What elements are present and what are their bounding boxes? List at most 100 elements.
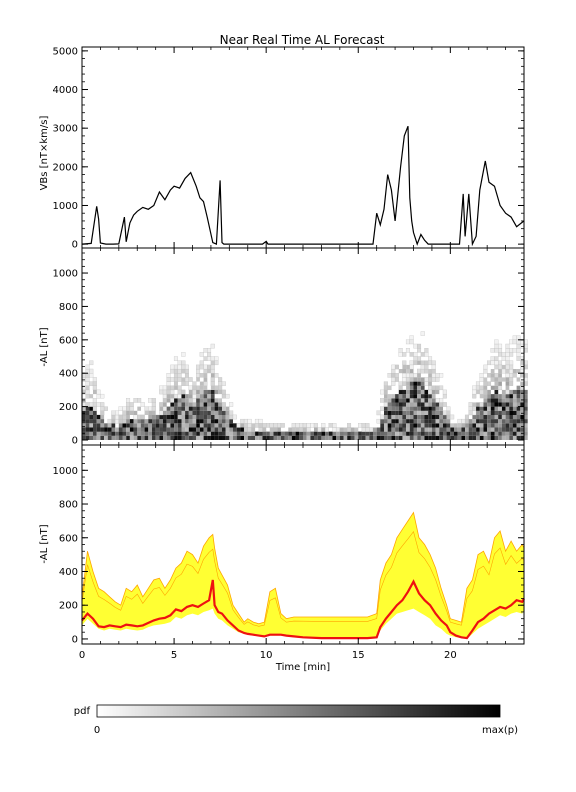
pdf-cell <box>89 423 94 428</box>
pdf-cell <box>159 402 164 407</box>
pdf-cell <box>280 435 285 440</box>
pdf-cell <box>516 431 521 436</box>
pdf-cell <box>424 377 429 382</box>
pdf-cell <box>207 406 211 411</box>
pdf-cell <box>465 435 469 440</box>
pdf-cell <box>210 368 215 374</box>
pdf-cell <box>207 410 211 415</box>
pdf-cell <box>203 414 208 420</box>
pdf-cell <box>295 431 300 436</box>
pdf-cell <box>170 427 175 432</box>
pdf-cell <box>516 423 521 428</box>
pdf-cell <box>520 339 525 345</box>
pdf-cell <box>435 398 440 403</box>
pdf-cell <box>210 406 215 411</box>
pdf-cell <box>218 389 222 395</box>
pdf-cell <box>520 402 524 407</box>
pdf-cell <box>188 431 193 436</box>
pdf-cell <box>174 402 178 407</box>
pdf-cell <box>107 427 112 432</box>
pdf-cell <box>207 356 212 361</box>
pdf-ytick-label: 400 <box>59 369 78 380</box>
pdf-cell <box>196 394 200 399</box>
pdf-cell <box>417 348 422 353</box>
pdf-cell <box>487 419 491 424</box>
pdf-cell <box>483 435 488 440</box>
pdf-cell <box>483 381 488 386</box>
pdf-cell <box>225 393 230 399</box>
pdf-cell <box>524 389 528 395</box>
pdf-cell <box>166 419 171 424</box>
pdf-cell <box>269 431 274 436</box>
pdf-cell <box>203 410 208 415</box>
pdf-cell <box>420 414 425 420</box>
pdf-cell <box>524 419 528 424</box>
pdf-cell <box>203 373 208 378</box>
pdf-cell <box>413 419 418 424</box>
pdf-cell <box>387 414 392 420</box>
pdf-cell <box>177 414 182 420</box>
pdf-cell <box>512 389 517 395</box>
pdf-cell <box>512 431 517 436</box>
pdf-cell <box>369 427 374 432</box>
pdf-cell <box>129 419 134 424</box>
pdf-cell <box>505 414 510 420</box>
pdf-cell <box>133 427 138 432</box>
pdf-cell <box>405 348 410 353</box>
pdf-cell <box>490 410 495 415</box>
pdf-cell <box>509 377 514 382</box>
pdf-cell <box>177 435 182 440</box>
pdf-cell <box>391 427 396 432</box>
pdf-cell <box>406 435 410 440</box>
pdf-cell <box>413 377 418 382</box>
pdf-cell <box>406 385 410 390</box>
pdf-cell <box>417 419 421 424</box>
pdf-cell <box>325 435 329 440</box>
pdf-cell <box>82 423 86 428</box>
pdf-cell <box>472 410 477 416</box>
pdf-cell <box>417 356 422 361</box>
pdf-cell <box>159 406 164 411</box>
pdf-cell <box>104 435 108 440</box>
pdf-cell <box>413 431 418 436</box>
pdf-cell <box>188 410 193 415</box>
pdf-cell <box>85 410 90 415</box>
pdf-cell <box>222 431 226 436</box>
pdf-cell <box>402 431 407 436</box>
pdf-cell <box>479 389 484 395</box>
pdf-cell <box>516 369 521 374</box>
pdf-cell <box>475 381 480 386</box>
pdf-cell <box>207 352 212 357</box>
pdf-cell <box>210 423 215 428</box>
pdf-cell <box>424 423 429 428</box>
pdf-cell <box>387 406 392 411</box>
pdf-cell <box>199 381 204 386</box>
pdf-cell <box>501 377 506 382</box>
pdf-cell <box>494 339 499 345</box>
pdf-cell <box>516 402 521 407</box>
pdf-cell <box>409 394 414 399</box>
pdf-cell <box>350 435 355 440</box>
pdf-cell <box>85 431 90 436</box>
pdf-cell <box>413 394 418 399</box>
pdf-cell <box>163 414 167 420</box>
pdf-cell <box>199 406 204 411</box>
pdf-cell <box>111 427 116 432</box>
pdf-cell <box>428 369 432 374</box>
pdf-cell <box>405 373 410 378</box>
pdf-cell <box>487 394 491 399</box>
pdf-cell <box>277 435 281 440</box>
pdf-cell <box>269 435 274 440</box>
pdf-cell <box>394 373 399 378</box>
pdf-cell <box>118 431 123 436</box>
pdf-cell <box>185 398 189 403</box>
pdf-cell <box>494 356 499 361</box>
pdf-cell <box>505 394 510 399</box>
pdf-cell <box>402 402 407 407</box>
pdf-cell <box>221 389 226 395</box>
pdf-cell <box>306 431 311 436</box>
pdf-cell <box>170 410 175 415</box>
forecast-xtick-label: 0 <box>79 650 85 661</box>
pdf-cell <box>162 406 167 411</box>
pdf-cell <box>420 381 425 386</box>
